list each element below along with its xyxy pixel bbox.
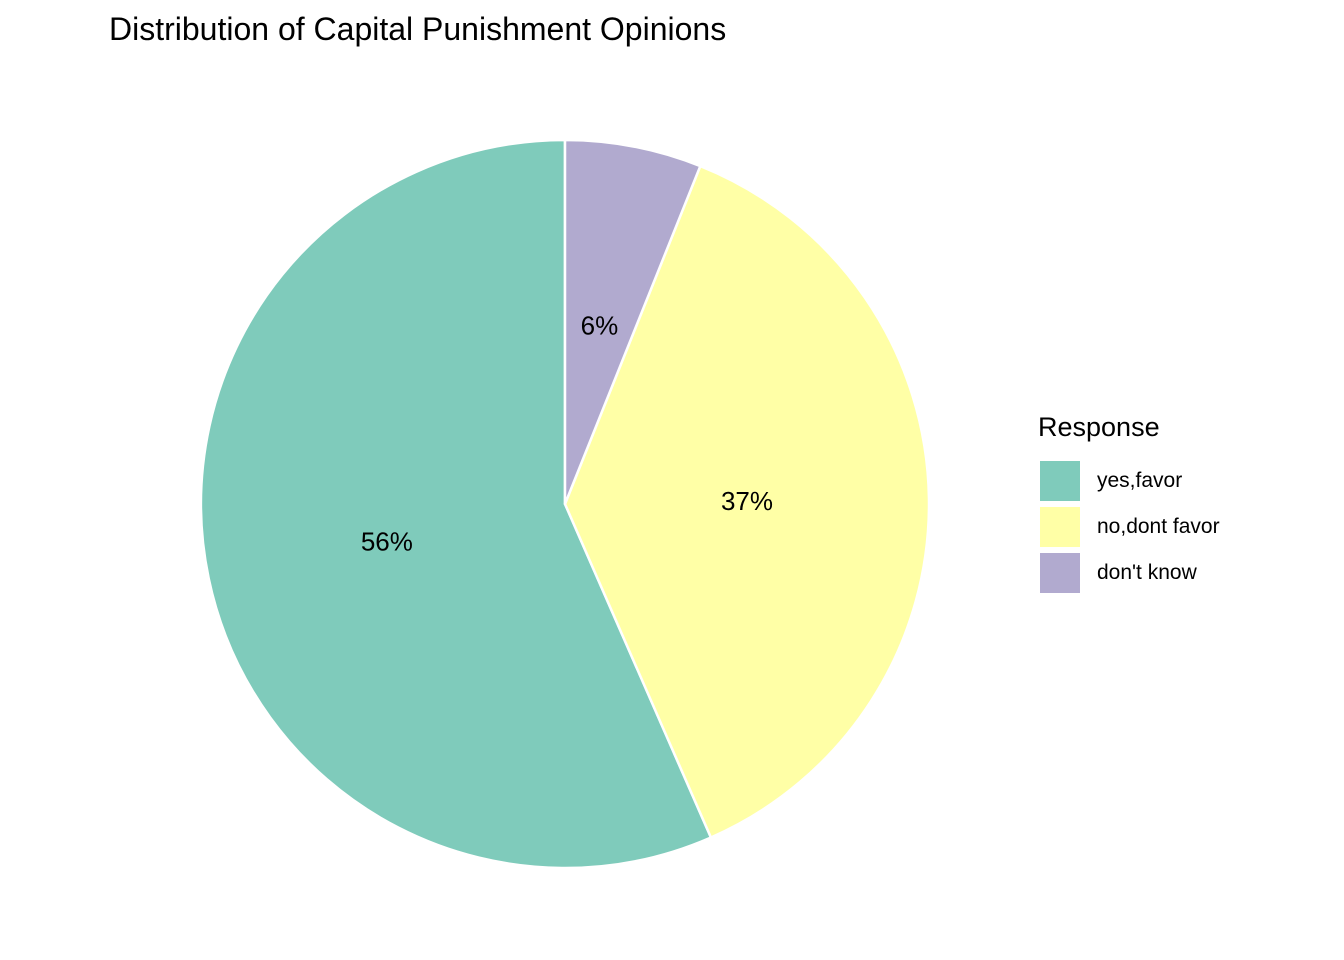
- legend-label: yes,favor: [1097, 469, 1183, 492]
- pie-slice-yes-favor: [199, 138, 713, 870]
- pie-slice-don-t-know: [563, 138, 702, 506]
- legend-title: Response: [1038, 412, 1160, 442]
- legend-label: don't know: [1097, 561, 1197, 584]
- legend-item-no-dont-favor: no,dont favor: [1038, 504, 1220, 550]
- pie-slice-label: 37%: [721, 486, 773, 516]
- legend-swatch: [1040, 461, 1080, 501]
- legend-swatch: [1040, 553, 1080, 593]
- pie-slice-label: 6%: [581, 310, 619, 340]
- chart-title: Distribution of Capital Punishment Opini…: [109, 11, 727, 47]
- legend-item-dont-know: don't know: [1038, 550, 1220, 596]
- pie-slices: [199, 138, 931, 870]
- legend-label: no,dont favor: [1097, 515, 1220, 538]
- legend: Response yes,favor no,dont favor don't k…: [1038, 410, 1220, 596]
- pie-slice-labels: 56% 37% 6%: [361, 310, 773, 556]
- pie-slice-no-dont-favor: [563, 164, 931, 839]
- pie-slice-label: 56%: [361, 526, 413, 556]
- legend-item-yes-favor: yes,favor: [1038, 458, 1220, 504]
- legend-swatch: [1040, 507, 1080, 547]
